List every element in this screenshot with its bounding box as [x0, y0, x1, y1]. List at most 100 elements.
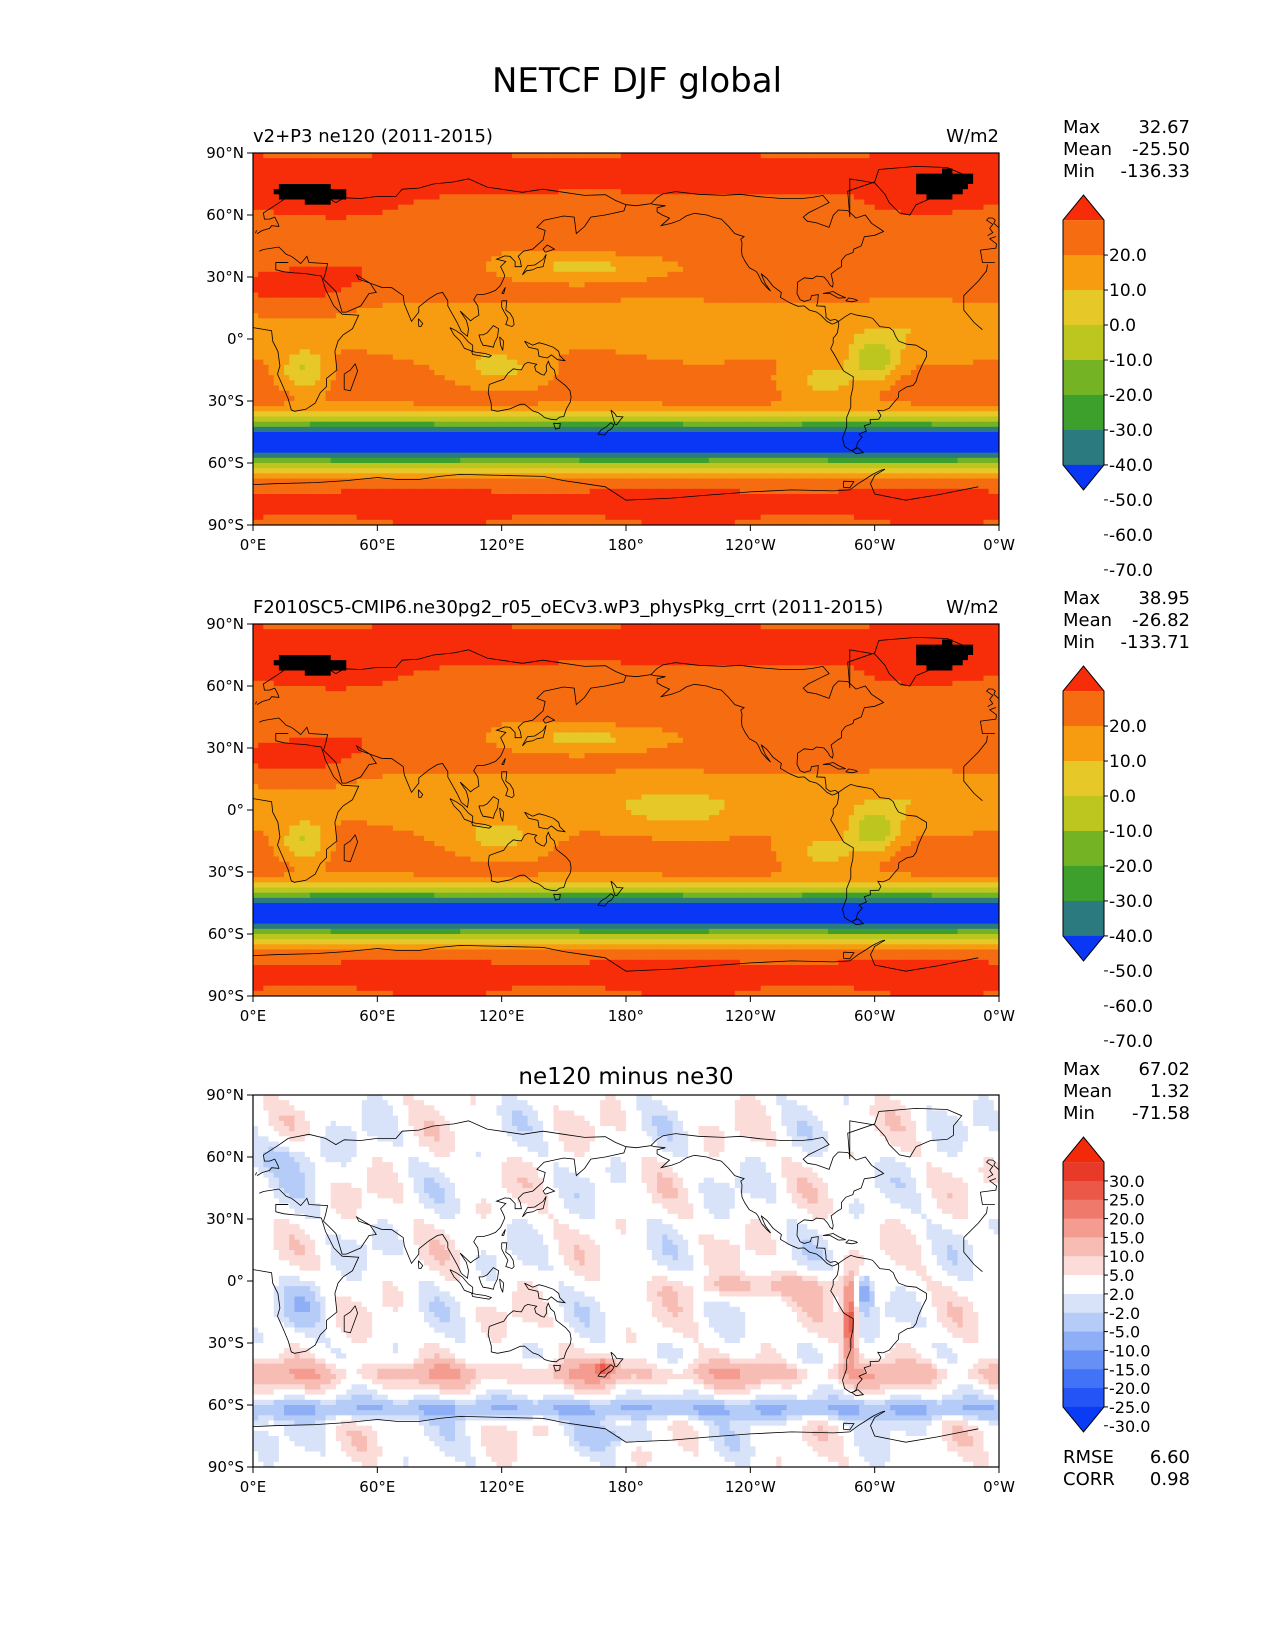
colorbar-tick-label: 10.0	[1109, 752, 1147, 772]
y-tick-label: 30°N	[206, 739, 244, 757]
x-tick-label: 0°E	[240, 1007, 267, 1025]
stat-label: Mean	[1063, 1081, 1112, 1102]
y-tick-label: 60°N	[206, 1148, 244, 1166]
x-tick-label: 180°	[608, 536, 644, 554]
colorbar-tick-label: -30.0	[1109, 421, 1153, 441]
stat-label: Min	[1063, 632, 1095, 653]
x-tick-label: 0°W	[983, 1007, 1015, 1025]
stat-value: 32.67	[1138, 117, 1190, 138]
panel-title: ne120 minus ne30	[518, 1064, 733, 1090]
panel-units: W/m2	[946, 597, 999, 618]
stat-label: Max	[1063, 1059, 1101, 1080]
x-tick-label: 0°W	[983, 1478, 1015, 1496]
y-tick-label: 60°S	[208, 1396, 244, 1414]
colorbar-tick-label: -40.0	[1109, 456, 1153, 476]
metric-value: 6.60	[1150, 1447, 1190, 1468]
panel-title-left: v2+P3 ne120 (2011-2015)	[253, 126, 493, 147]
colorbar-tick-label: 20.0	[1109, 717, 1147, 737]
colorbar-tick-label: 0.0	[1109, 316, 1136, 336]
colorbar: 30.025.020.015.010.05.02.0-2.0-5.0-10.0-…	[1062, 1136, 1150, 1436]
map-panel-1: 0°E 60°E 120°E 180° 120°W 60°W 0°W 90°N 60°N 30°N…	[206, 117, 1190, 581]
metric-value: 0.98	[1150, 1469, 1190, 1490]
colorbar-tick-label: -25.0	[1109, 1398, 1150, 1417]
stat-label: Max	[1063, 117, 1101, 138]
colorbar-tick-label: -30.0	[1109, 892, 1153, 912]
coastlines	[253, 1107, 999, 1443]
colorbar-tick-label: 10.0	[1109, 281, 1147, 301]
stat-value: -25.50	[1132, 139, 1190, 160]
y-tick-label: 0°	[227, 801, 244, 819]
y-tick-label: 60°S	[208, 454, 244, 472]
coastlines	[253, 165, 999, 501]
y-tick-label: 90°S	[208, 1458, 244, 1476]
x-tick-label: 60°E	[359, 536, 395, 554]
colorbar-tick-label: -70.0	[1109, 561, 1153, 581]
colorbar-tick-label: -10.0	[1109, 822, 1153, 842]
colorbar-tick-label: -20.0	[1109, 1379, 1150, 1398]
stat-value: -133.71	[1121, 632, 1190, 653]
x-tick-label: 60°E	[359, 1007, 395, 1025]
colorbar-tick-label: -10.0	[1109, 1341, 1150, 1360]
x-tick-label: 120°E	[479, 536, 525, 554]
stat-label: Mean	[1063, 610, 1112, 631]
stat-value: -26.82	[1132, 610, 1190, 631]
colorbar-tick-label: -20.0	[1109, 857, 1153, 877]
colorbar-tick-label: 0.0	[1109, 787, 1136, 807]
stat-label: Max	[1063, 588, 1101, 609]
y-tick-label: 0°	[227, 1272, 244, 1290]
colorbar-tick-label: 15.0	[1109, 1228, 1145, 1247]
panel-units: W/m2	[946, 126, 999, 147]
metric-label: CORR	[1063, 1469, 1115, 1490]
x-tick-label: 120°W	[725, 536, 776, 554]
x-tick-label: 60°E	[359, 1478, 395, 1496]
map-panel-3: 0°E 60°E 120°E 180° 120°W 60°W 0°W 90°N 60°N 30°N…	[206, 1059, 1190, 1496]
x-tick-label: 180°	[608, 1478, 644, 1496]
stat-label: Min	[1063, 161, 1095, 182]
x-tick-label: 0°E	[240, 1478, 267, 1496]
colorbar-tick-label: -20.0	[1109, 386, 1153, 406]
colorbar: 20.0 10.0 0.0 -10.0 -20.0 -30.0 -40.0 -50.0 -60.…	[1062, 665, 1153, 1052]
field-map	[253, 153, 999, 525]
x-tick-label: 0°W	[983, 536, 1015, 554]
colorbar-tick-label: -50.0	[1109, 962, 1153, 982]
y-tick-label: 30°S	[208, 392, 244, 410]
metric-label: RMSE	[1063, 1447, 1114, 1468]
y-tick-label: 60°N	[206, 677, 244, 695]
stat-value: -136.33	[1121, 161, 1190, 182]
colorbar-tick-label: -5.0	[1109, 1323, 1140, 1342]
stat-value: 67.02	[1138, 1059, 1190, 1080]
colorbar-tick-label: -50.0	[1109, 491, 1153, 511]
figure-title: NETCF DJF global	[492, 61, 782, 101]
colorbar-tick-label: -60.0	[1109, 526, 1153, 546]
colorbar-tick-label: 10.0	[1109, 1247, 1145, 1266]
x-tick-label: 120°E	[479, 1478, 525, 1496]
colorbar: 20.0 10.0 0.0 -10.0 -20.0 -30.0 -40.0 -50.0 -60.…	[1062, 194, 1153, 581]
x-tick-label: 180°	[608, 1007, 644, 1025]
x-tick-label: 60°W	[854, 1007, 896, 1025]
colorbar-tick-label: -40.0	[1109, 927, 1153, 947]
y-tick-label: 30°S	[208, 1334, 244, 1352]
stat-label: Mean	[1063, 139, 1112, 160]
y-tick-label: 60°S	[208, 925, 244, 943]
colorbar-tick-label: -2.0	[1109, 1304, 1140, 1323]
field-map	[253, 1095, 999, 1467]
colorbar-tick-label: 20.0	[1109, 246, 1147, 266]
x-tick-label: 120°W	[725, 1478, 776, 1496]
y-tick-label: 90°S	[208, 516, 244, 534]
colorbar-tick-label: 5.0	[1109, 1266, 1134, 1285]
stat-value: 38.95	[1138, 588, 1190, 609]
panels: 0°E 60°E 120°E 180° 120°W 60°W 0°W 90°N 60°N 30°N…	[206, 117, 1190, 1496]
coastlines	[253, 636, 999, 972]
y-tick-label: 30°N	[206, 268, 244, 286]
colorbar-tick-label: -15.0	[1109, 1360, 1150, 1379]
colorbar-tick-label: -10.0	[1109, 351, 1153, 371]
y-tick-label: 90°N	[206, 615, 244, 633]
y-tick-label: 90°N	[206, 1086, 244, 1104]
colorbar-tick-label: -30.0	[1109, 1417, 1150, 1436]
x-tick-label: 60°W	[854, 536, 896, 554]
panel-title-left: F2010SC5-CMIP6.ne30pg2_r05_oECv3.wP3_phy…	[253, 597, 883, 618]
y-tick-label: 30°N	[206, 1210, 244, 1228]
colorbar-tick-label: -60.0	[1109, 997, 1153, 1017]
y-tick-label: 0°	[227, 330, 244, 348]
